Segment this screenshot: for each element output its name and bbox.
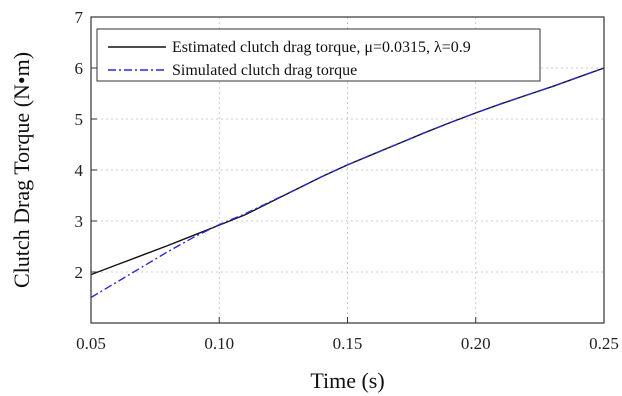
legend-label-estimated: Estimated clutch drag torque, μ=0.0315, … [172, 39, 471, 56]
series-layer [90, 67, 605, 299]
y-tick-label: 6 [75, 59, 84, 78]
legend-box [96, 28, 541, 82]
y-tick-label: 7 [75, 8, 84, 27]
x-tick-label: 0.05 [76, 334, 106, 353]
y-tick-label: 2 [75, 263, 84, 282]
legend: Estimated clutch drag torque, μ=0.0315, … [96, 28, 541, 82]
y-tick-label: 5 [75, 110, 84, 129]
x-axis-title: Time (s) [310, 368, 384, 393]
x-tick-label: 0.10 [204, 334, 234, 353]
legend-label-simulated: Simulated clutch drag torque [172, 62, 357, 79]
y-tick-label: 4 [75, 161, 84, 180]
ticks: 0.05 0.10 0.15 0.20 0.25 2 3 4 5 6 7 [75, 8, 619, 353]
x-tick-label: 0.20 [461, 334, 491, 353]
x-tick-label: 0.15 [333, 334, 363, 353]
series-line-simulated [90, 67, 605, 299]
y-axis-title: Clutch Drag Torque (N•m) [9, 52, 34, 288]
x-tick-label: 0.25 [589, 334, 619, 353]
y-tick-label: 3 [75, 212, 84, 231]
